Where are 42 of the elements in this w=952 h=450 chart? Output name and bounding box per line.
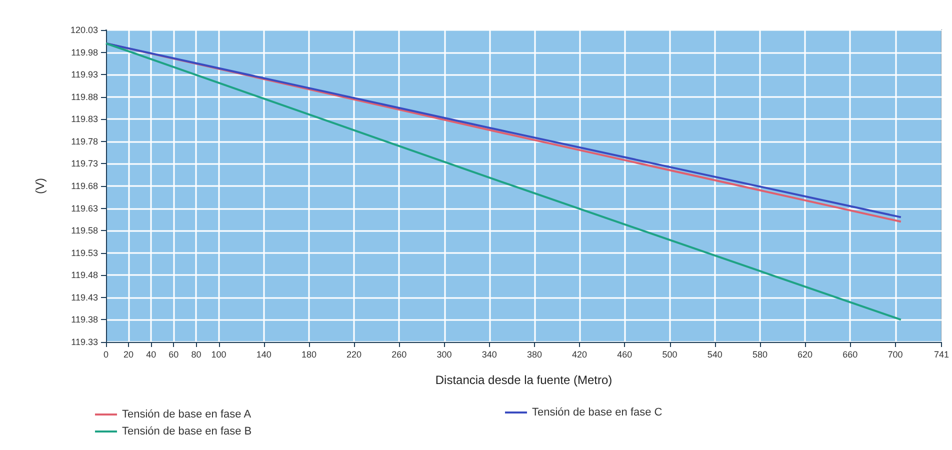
x-tick-label: 140 xyxy=(256,350,272,360)
y-tick-label: 119.93 xyxy=(71,70,98,80)
x-tick-label: 420 xyxy=(572,350,588,360)
x-tick-label: 700 xyxy=(888,350,903,360)
legend-label: Tensión de base en fase B xyxy=(122,426,252,438)
y-tick-label: 119.48 xyxy=(71,270,98,280)
x-tick-label: 460 xyxy=(617,350,632,360)
x-tick-label: 620 xyxy=(798,350,813,360)
y-tick-label: 119.73 xyxy=(71,158,98,169)
x-tick-label: 500 xyxy=(662,350,678,360)
y-tick-label: 119.98 xyxy=(71,47,98,58)
x-tick-label: 60 xyxy=(168,350,179,360)
y-tick-label: 119.43 xyxy=(71,292,98,302)
y-tick-label: 119.58 xyxy=(71,226,98,236)
x-tick-label: 40 xyxy=(146,350,156,360)
x-tick-label: 300 xyxy=(436,350,452,360)
x-tick-label: 100 xyxy=(211,350,226,360)
legend-label: Tensión de base en fase C xyxy=(532,406,662,418)
y-tick-label: 119.33 xyxy=(71,337,98,347)
x-tick-label: 0 xyxy=(103,350,109,360)
y-tick-label: 119.53 xyxy=(71,248,98,258)
y-tick-label: 119.63 xyxy=(71,203,98,214)
y-tick-label: 120.03 xyxy=(70,25,98,35)
x-tick-label: 660 xyxy=(842,350,858,360)
x-tick-label: 540 xyxy=(707,350,722,360)
x-tick-label: 741 xyxy=(934,350,950,360)
x-tick-label: 20 xyxy=(124,350,134,360)
x-axis-title: Distancia desde la fuente (Metro) xyxy=(435,373,612,387)
y-tick-label: 119.88 xyxy=(71,92,98,102)
x-tick-label: 260 xyxy=(392,350,407,360)
y-tick-label: 119.38 xyxy=(71,314,98,325)
y-tick-label: 119.78 xyxy=(71,136,98,146)
legend-label: Tensión de base en fase A xyxy=(122,408,252,420)
y-tick-label: 119.68 xyxy=(71,181,98,191)
y-tick-label: 119.83 xyxy=(71,114,98,124)
x-tick-label: 80 xyxy=(191,350,202,360)
x-tick-label: 220 xyxy=(346,350,362,360)
x-tick-label: 580 xyxy=(752,350,768,360)
y-axis-title: (V) xyxy=(33,178,47,194)
x-tick-label: 380 xyxy=(526,350,542,360)
x-tick-label: 340 xyxy=(482,350,497,360)
x-tick-label: 180 xyxy=(301,350,316,360)
